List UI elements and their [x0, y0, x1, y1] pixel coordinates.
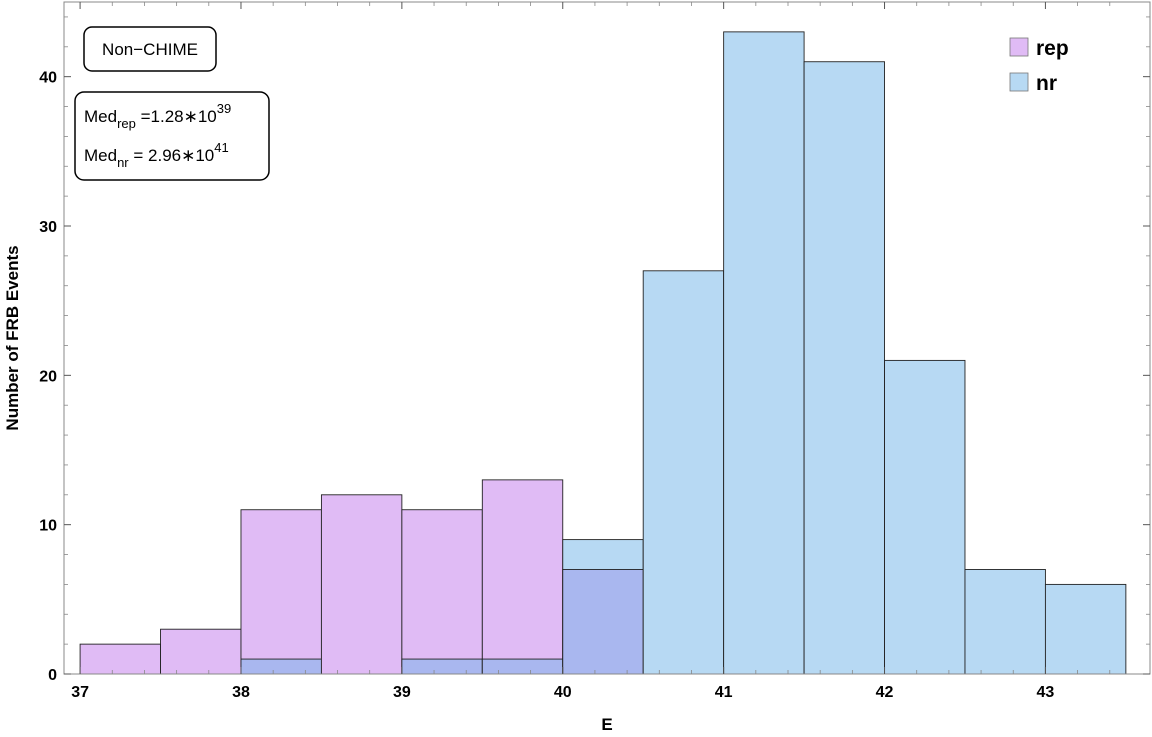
bar-rep-3 [320, 494, 403, 675]
y-tick-label: 30 [39, 219, 57, 236]
median-box [74, 91, 270, 181]
bar-nr-5 [481, 658, 564, 675]
bar-rep-6 [562, 569, 644, 675]
bar-nr-11 [964, 569, 1046, 675]
x-tick-label: 37 [71, 684, 89, 701]
x-tick-label: 40 [554, 684, 572, 701]
sample-label-box [83, 26, 217, 72]
bar-rep-4 [401, 509, 483, 675]
bars-layer [79, 31, 1127, 675]
x-axis-title: E [601, 715, 612, 734]
bar-nr-8 [723, 31, 805, 675]
median-rep-text: Medrep =1.28∗1039 [84, 101, 231, 131]
legend-label-rep: rep [1036, 37, 1069, 60]
x-tick-label: 43 [1037, 684, 1055, 701]
median-nr-text: Mednr = 2.96∗1041 [84, 140, 229, 170]
x-tick-label: 41 [715, 684, 733, 701]
y-tick-label: 10 [39, 518, 57, 535]
bar-nr-2 [240, 658, 322, 675]
bar-nr-10 [884, 359, 966, 675]
legend: rep nr [1009, 37, 1069, 95]
bar-nr-7 [642, 270, 725, 675]
ticks-layer: 37 38 39 40 41 42 43 0 10 20 30 40 [39, 2, 1150, 701]
x-tick-label: 38 [232, 684, 250, 701]
legend-swatch-nr [1009, 72, 1029, 92]
bar-nr-12 [1044, 583, 1127, 675]
bar-rep-5 [481, 479, 564, 675]
legend-label-nr: nr [1036, 72, 1057, 95]
legend-swatch-rep [1009, 37, 1029, 57]
bar-rep-0 [79, 643, 161, 675]
y-tick-label: 40 [39, 70, 57, 87]
bar-nr-4 [401, 658, 483, 675]
bar-rep-1 [160, 628, 242, 675]
y-tick-label: 0 [48, 667, 57, 684]
sample-label: Non−CHIME [102, 40, 198, 59]
x-tick-label: 42 [876, 684, 894, 701]
bar-rep-2 [240, 509, 322, 675]
bar-nr-9 [803, 61, 885, 675]
y-axis-title: Number of FRB Events [3, 245, 22, 430]
y-tick-label: 20 [39, 368, 57, 385]
plot-frame [63, 1, 1151, 675]
x-tick-label: 39 [393, 684, 411, 701]
